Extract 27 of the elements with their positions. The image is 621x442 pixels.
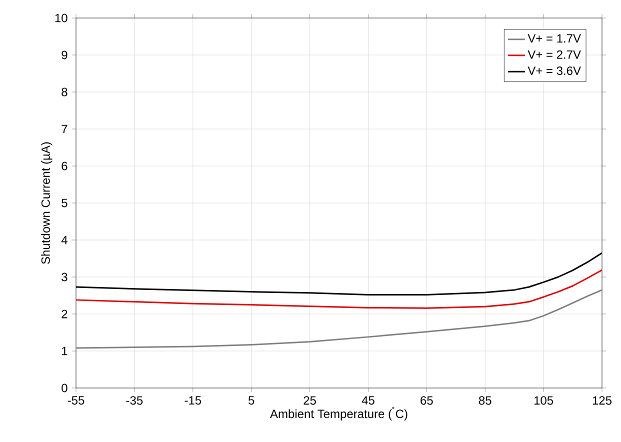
legend-label: V+ = 3.6V: [528, 66, 581, 75]
y-tick-label: 1: [62, 346, 68, 356]
x-tick-label: 125: [592, 396, 612, 405]
y-tick-label: 7: [62, 124, 68, 134]
y-axis-title: Shutdown Current (µA): [41, 142, 52, 264]
y-tick-label: 5: [62, 198, 68, 208]
y-tick-label: 3: [62, 272, 68, 282]
legend-label: V+ = 2.7V: [528, 50, 581, 59]
y-tick-label: 9: [62, 50, 68, 60]
x-tick-label: 5: [248, 396, 254, 405]
y-tick-label: 2: [62, 310, 68, 318]
y-tick-label: 6: [62, 162, 68, 170]
y-tick-label: 10: [55, 14, 68, 22]
x-tick-label: 45: [362, 396, 374, 405]
y-tick-label: 0: [62, 384, 68, 392]
line-series: [76, 289, 602, 349]
y-tick-label: 4: [61, 236, 68, 244]
x-tick-label: -15: [184, 396, 202, 405]
x-tick-label: 65: [420, 396, 433, 405]
x-tick-label: 25: [304, 396, 316, 405]
x-tick-label: -35: [126, 396, 143, 405]
x-tick-label: 85: [478, 396, 492, 405]
x-tick-label: 105: [534, 396, 554, 405]
legend-label: V+ = 1.7V: [528, 34, 581, 43]
y-tick-label: 8: [62, 88, 68, 96]
x-tick-label: -55: [68, 396, 84, 405]
x-axis-title: Ambient Temperature ($^{˚}$C): [270, 406, 408, 420]
